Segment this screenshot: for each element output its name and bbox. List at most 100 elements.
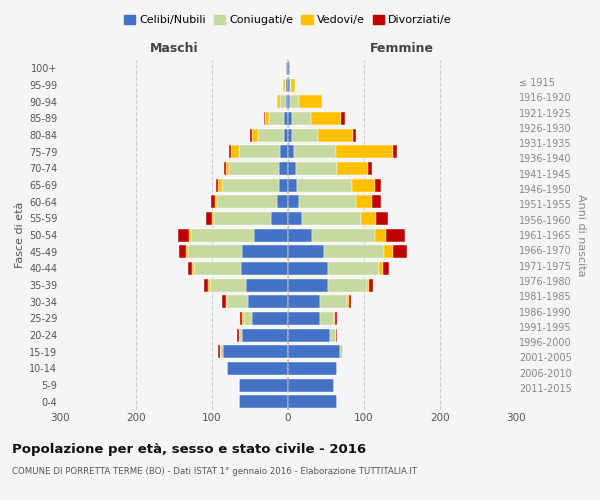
Bar: [283, 78, 285, 92]
Bar: [288, 395, 337, 408]
Legend: Celibi/Nubili, Coniugati/e, Vedovi/e, Divorziati/e: Celibi/Nubili, Coniugati/e, Vedovi/e, Di…: [120, 10, 456, 29]
Bar: [336, 328, 337, 342]
Bar: [311, 112, 341, 125]
Bar: [241, 262, 288, 275]
Bar: [214, 212, 271, 225]
Bar: [277, 95, 280, 108]
Bar: [335, 312, 337, 325]
Bar: [229, 162, 279, 175]
Bar: [288, 295, 320, 308]
Bar: [280, 95, 286, 108]
Bar: [279, 178, 288, 192]
Bar: [288, 378, 334, 392]
Bar: [194, 262, 241, 275]
Bar: [288, 228, 313, 241]
Bar: [239, 395, 288, 408]
Bar: [328, 262, 379, 275]
Bar: [299, 195, 356, 208]
Bar: [349, 295, 351, 308]
Bar: [328, 278, 367, 291]
Bar: [242, 312, 244, 325]
Text: Maschi: Maschi: [149, 42, 199, 55]
Bar: [215, 195, 217, 208]
Bar: [367, 278, 370, 291]
Bar: [285, 78, 286, 92]
Bar: [288, 195, 299, 208]
Bar: [251, 128, 257, 141]
Bar: [212, 212, 214, 225]
Bar: [379, 262, 383, 275]
Bar: [226, 162, 229, 175]
Bar: [222, 178, 279, 192]
Bar: [286, 95, 288, 108]
Bar: [288, 78, 290, 92]
Bar: [257, 128, 284, 141]
Bar: [340, 345, 343, 358]
Bar: [383, 262, 389, 275]
Bar: [178, 228, 189, 241]
Bar: [288, 245, 325, 258]
Bar: [288, 212, 302, 225]
Bar: [210, 278, 246, 291]
Bar: [191, 228, 254, 241]
Bar: [284, 128, 288, 141]
Bar: [192, 262, 194, 275]
Y-axis label: Fasce di età: Fasce di età: [14, 202, 25, 268]
Bar: [226, 295, 227, 308]
Bar: [244, 312, 251, 325]
Bar: [374, 178, 381, 192]
Bar: [218, 178, 222, 192]
Bar: [288, 328, 330, 342]
Bar: [292, 128, 319, 141]
Bar: [227, 295, 248, 308]
Bar: [288, 95, 290, 108]
Bar: [288, 145, 294, 158]
Y-axis label: Anni di nascita: Anni di nascita: [576, 194, 586, 276]
Bar: [393, 145, 397, 158]
Bar: [229, 145, 231, 158]
Bar: [188, 245, 242, 258]
Bar: [223, 345, 288, 358]
Bar: [189, 228, 191, 241]
Bar: [251, 312, 288, 325]
Bar: [250, 128, 251, 141]
Bar: [240, 312, 242, 325]
Bar: [334, 312, 335, 325]
Bar: [211, 195, 215, 208]
Bar: [217, 195, 277, 208]
Bar: [336, 145, 393, 158]
Bar: [208, 278, 210, 291]
Bar: [263, 112, 265, 125]
Bar: [242, 245, 288, 258]
Bar: [186, 245, 188, 258]
Bar: [288, 62, 290, 75]
Bar: [237, 328, 239, 342]
Bar: [280, 145, 288, 158]
Bar: [356, 195, 371, 208]
Bar: [296, 162, 337, 175]
Bar: [371, 195, 381, 208]
Bar: [368, 162, 371, 175]
Bar: [265, 112, 269, 125]
Bar: [239, 378, 288, 392]
Bar: [384, 245, 393, 258]
Bar: [297, 178, 352, 192]
Bar: [239, 145, 280, 158]
Bar: [292, 112, 311, 125]
Bar: [286, 78, 288, 92]
Bar: [246, 278, 288, 291]
Bar: [179, 245, 186, 258]
Bar: [376, 212, 388, 225]
Bar: [284, 112, 288, 125]
Bar: [341, 112, 345, 125]
Bar: [239, 328, 242, 342]
Bar: [206, 212, 212, 225]
Bar: [325, 245, 384, 258]
Bar: [254, 228, 288, 241]
Bar: [353, 128, 356, 141]
Bar: [347, 295, 349, 308]
Bar: [216, 178, 218, 192]
Bar: [222, 295, 226, 308]
Bar: [361, 212, 376, 225]
Bar: [288, 162, 296, 175]
